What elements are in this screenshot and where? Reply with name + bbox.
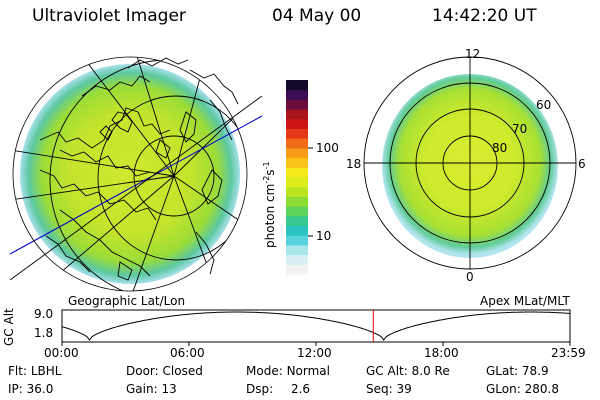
- colorbar-segment: [286, 109, 308, 120]
- altitude-xtick-0000: 00:00: [44, 346, 79, 360]
- info-ip: IP: 36.0: [8, 382, 54, 396]
- info-dsp: Dsp: 2.6: [246, 382, 311, 396]
- earth-limb: [12, 56, 248, 292]
- app-title: Ultraviolet Imager: [32, 6, 186, 26]
- colorbar-segment: [286, 235, 308, 246]
- colorbar-segment: [286, 80, 308, 91]
- geographic-map: [9, 56, 263, 292]
- info-gain: Gain: 13: [126, 382, 177, 396]
- mlt-label-0: 0: [466, 270, 474, 284]
- observation-time: 14:42:20 UT: [432, 6, 537, 26]
- altitude-ytick-1.8: 1.8: [34, 326, 54, 340]
- colorbar-segment: [286, 89, 308, 100]
- colorbar-segment: [286, 147, 308, 159]
- colorbar-segment: [286, 196, 308, 207]
- info-seq: Seq: 39: [366, 382, 412, 396]
- info-door: Door: Closed: [126, 364, 203, 378]
- mlt-label-12: 12: [465, 47, 481, 61]
- altitude-xtick-2359: 23:59: [551, 346, 586, 360]
- altitude-xtick-1200: 12:00: [297, 346, 332, 360]
- mlat-grid: [364, 57, 576, 269]
- colorbar-segment: [286, 128, 308, 139]
- altitude-plot-frame: [61, 309, 571, 343]
- colorbar-ticks: [308, 147, 313, 237]
- magnetic-map: [363, 56, 577, 270]
- altitude-xtick-0600: 06:00: [170, 346, 205, 360]
- colorbar: [286, 80, 308, 275]
- colorbar-segment: [286, 99, 308, 110]
- colorbar-tick-100: 100: [316, 141, 339, 155]
- colorbar-label: photon cm-2s-1: [262, 161, 277, 248]
- colorbar-segment: [286, 138, 308, 149]
- colorbar-segment: [286, 254, 308, 265]
- altitude-xtick-1800: 18:00: [424, 346, 459, 360]
- altitude-ylabel: GC Alt: [2, 308, 16, 346]
- mlat-label-70: 70: [512, 122, 528, 136]
- info-glon: GLon: 280.8: [486, 382, 559, 396]
- mlt-label-6: 6: [578, 157, 586, 171]
- colorbar-segment: [286, 167, 308, 178]
- colorbar-segment: [286, 118, 308, 129]
- colorbar-segment: [286, 244, 308, 256]
- colorbar-segment: [286, 206, 308, 217]
- colorbar-segment: [286, 186, 308, 197]
- info-filter: Flt: LBHL: [8, 364, 62, 378]
- right-map-caption: Apex MLat/MLT: [480, 294, 570, 308]
- meridian-extension: [9, 95, 263, 281]
- mlat-label-80: 80: [492, 141, 508, 155]
- mlt-label-18: 18: [346, 157, 362, 171]
- info-glat: GLat: 78.9: [486, 364, 549, 378]
- info-mode: Mode: Normal: [246, 364, 330, 378]
- colorbar-segment: [286, 225, 308, 236]
- colorbar-segment: [286, 264, 308, 275]
- colorbar-segment: [286, 157, 308, 168]
- altitude-ytick-9: 9.0: [34, 307, 54, 321]
- info-gc-alt: GC Alt: 8.0 Re: [366, 364, 450, 378]
- geographic-grid: [13, 57, 247, 291]
- altitude-xticks: [61, 342, 571, 346]
- colorbar-segment: [286, 215, 308, 226]
- terminator-line: [9, 115, 263, 255]
- colorbar-tick-10: 10: [316, 229, 332, 243]
- aurora-image-left: [20, 64, 240, 284]
- colorbar-segment: [286, 177, 308, 188]
- left-map-caption: Geographic Lat/Lon: [68, 294, 186, 308]
- mlat-label-60: 60: [536, 98, 552, 112]
- altitude-plot: [61, 309, 571, 346]
- observation-date: 04 May 00: [272, 6, 362, 26]
- altitude-curve: [61, 311, 571, 341]
